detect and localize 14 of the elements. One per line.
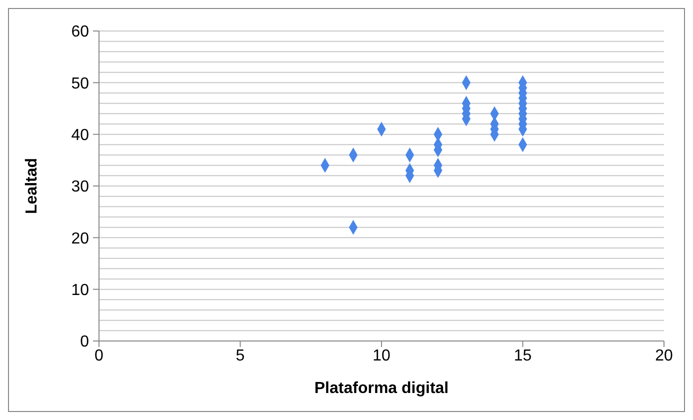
x-tick-label: 0 [94,347,104,364]
y-axis-title: Lealtad [24,158,41,214]
y-tick-label: 60 [71,24,90,41]
x-axis-title: Plataforma digital [314,380,449,397]
y-tick-label: 10 [71,282,90,299]
y-tick-label: 30 [71,178,90,196]
y-tick-label: 0 [80,334,90,351]
y-tick-label: 50 [71,75,90,92]
x-tick-label: 10 [372,347,390,364]
y-tick-label: 20 [71,230,90,248]
x-tick-label: 5 [236,347,245,364]
y-tick-label: 40 [71,126,90,144]
x-tick-label: 15 [514,347,532,364]
x-tick-label: 20 [655,347,673,364]
